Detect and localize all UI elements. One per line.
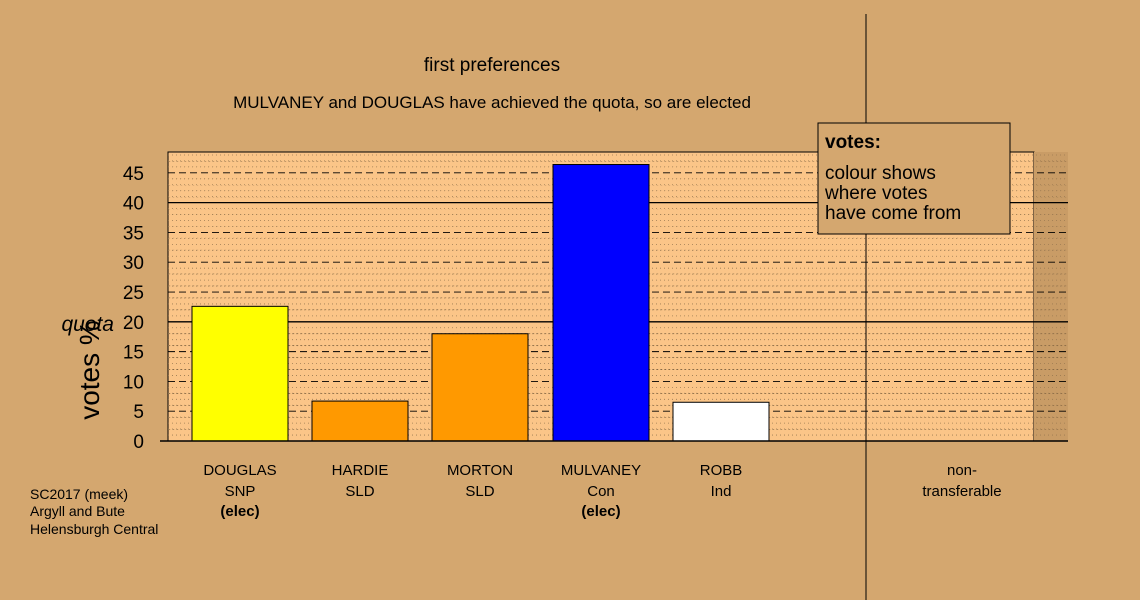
bar-robb: [672, 401, 770, 442]
footer-line-2: Argyll and Bute: [30, 503, 125, 519]
y-tick-label: 5: [133, 402, 144, 423]
x-label-party: Ind: [711, 483, 732, 500]
legend-line-3: have come from: [825, 203, 961, 224]
x-label-party: SLD: [465, 483, 494, 500]
x-label-name: MULVANEY: [561, 462, 641, 479]
bar-morton: [431, 333, 529, 442]
bar-hardie: [311, 400, 409, 442]
y-tick-label: 35: [123, 223, 144, 244]
legend-title: votes:: [825, 132, 881, 153]
x-label-name: HARDIE: [332, 462, 389, 479]
legend-line-2: where votes: [824, 183, 927, 204]
x-tick-labels: DOUGLAS SNP (elec) HARDIE SLD MORTON SLD MULVAN…: [203, 462, 742, 520]
x-label-status: (elec): [220, 503, 259, 520]
x-label-name: MORTON: [447, 462, 513, 479]
y-tick-label: 20: [123, 313, 144, 334]
y-tick-label: 0: [133, 432, 144, 453]
quota-label: quota: [61, 313, 114, 336]
x-label-party: Con: [587, 483, 615, 500]
chart-title: first preferences: [424, 55, 560, 76]
footer-line-1: SC2017 (meek): [30, 486, 128, 502]
x-label-status: (elec): [581, 503, 620, 520]
bar-mulvaney: [552, 164, 650, 442]
bars: [191, 164, 770, 442]
y-tick-label: 25: [123, 283, 144, 304]
footer-line-3: Helensburgh Central: [30, 521, 158, 537]
y-tick-label: 15: [123, 343, 144, 364]
x-label-party: SLD: [345, 483, 374, 500]
y-axis-label: votes %: [74, 320, 105, 420]
legend-box: [817, 122, 1011, 235]
x-label-name: ROBB: [700, 462, 743, 479]
plot-right-strip: [1034, 152, 1068, 441]
y-tick-label: 30: [123, 253, 144, 274]
x-label-party: SNP: [225, 483, 256, 500]
nontransferable-label-line1: non-: [947, 462, 977, 479]
y-tick-label: 40: [123, 194, 144, 215]
legend-line-1: colour shows: [825, 163, 936, 184]
y-tick-labels: 0 5 10 15 20 25 30 35 40 45: [123, 164, 144, 453]
y-tick-label: 10: [123, 372, 144, 393]
chart-subtitle: MULVANEY and DOUGLAS have achieved the q…: [233, 93, 751, 112]
bar-douglas: [191, 305, 289, 442]
y-tick-label: 45: [123, 164, 144, 185]
x-label-name: DOUGLAS: [203, 462, 276, 479]
nontransferable-label-line2: transferable: [922, 483, 1001, 500]
